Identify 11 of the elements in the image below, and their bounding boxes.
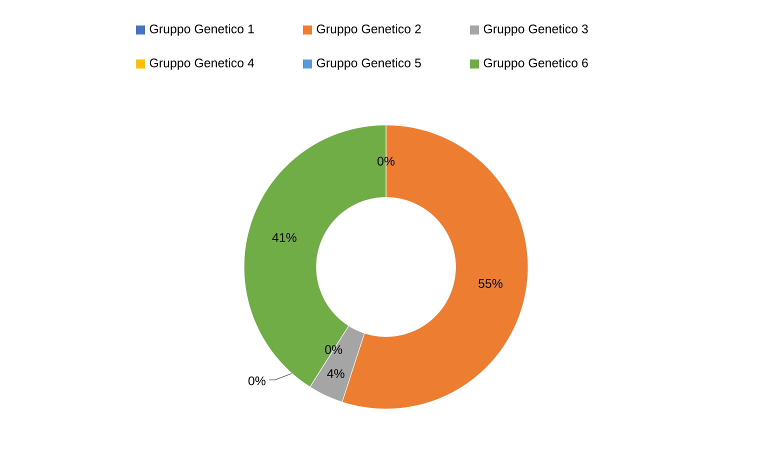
data-label: 41% (272, 233, 296, 242)
text: 0% (325, 345, 342, 354)
legend-label: Gruppo Genetico 4 (150, 58, 254, 70)
legend-label: Gruppo Genetico 1 (150, 24, 254, 36)
legend-label: Gruppo Genetico 6 (484, 58, 588, 70)
data-label: 55% (478, 279, 503, 288)
text: 0% (248, 376, 266, 386)
data-label: 4% (327, 369, 344, 378)
legend-label: Gruppo Genetico 3 (484, 24, 588, 36)
legend-label: Gruppo Genetico 2 (316, 24, 421, 36)
legend-label: Gruppo Genetico 5 (316, 58, 421, 70)
